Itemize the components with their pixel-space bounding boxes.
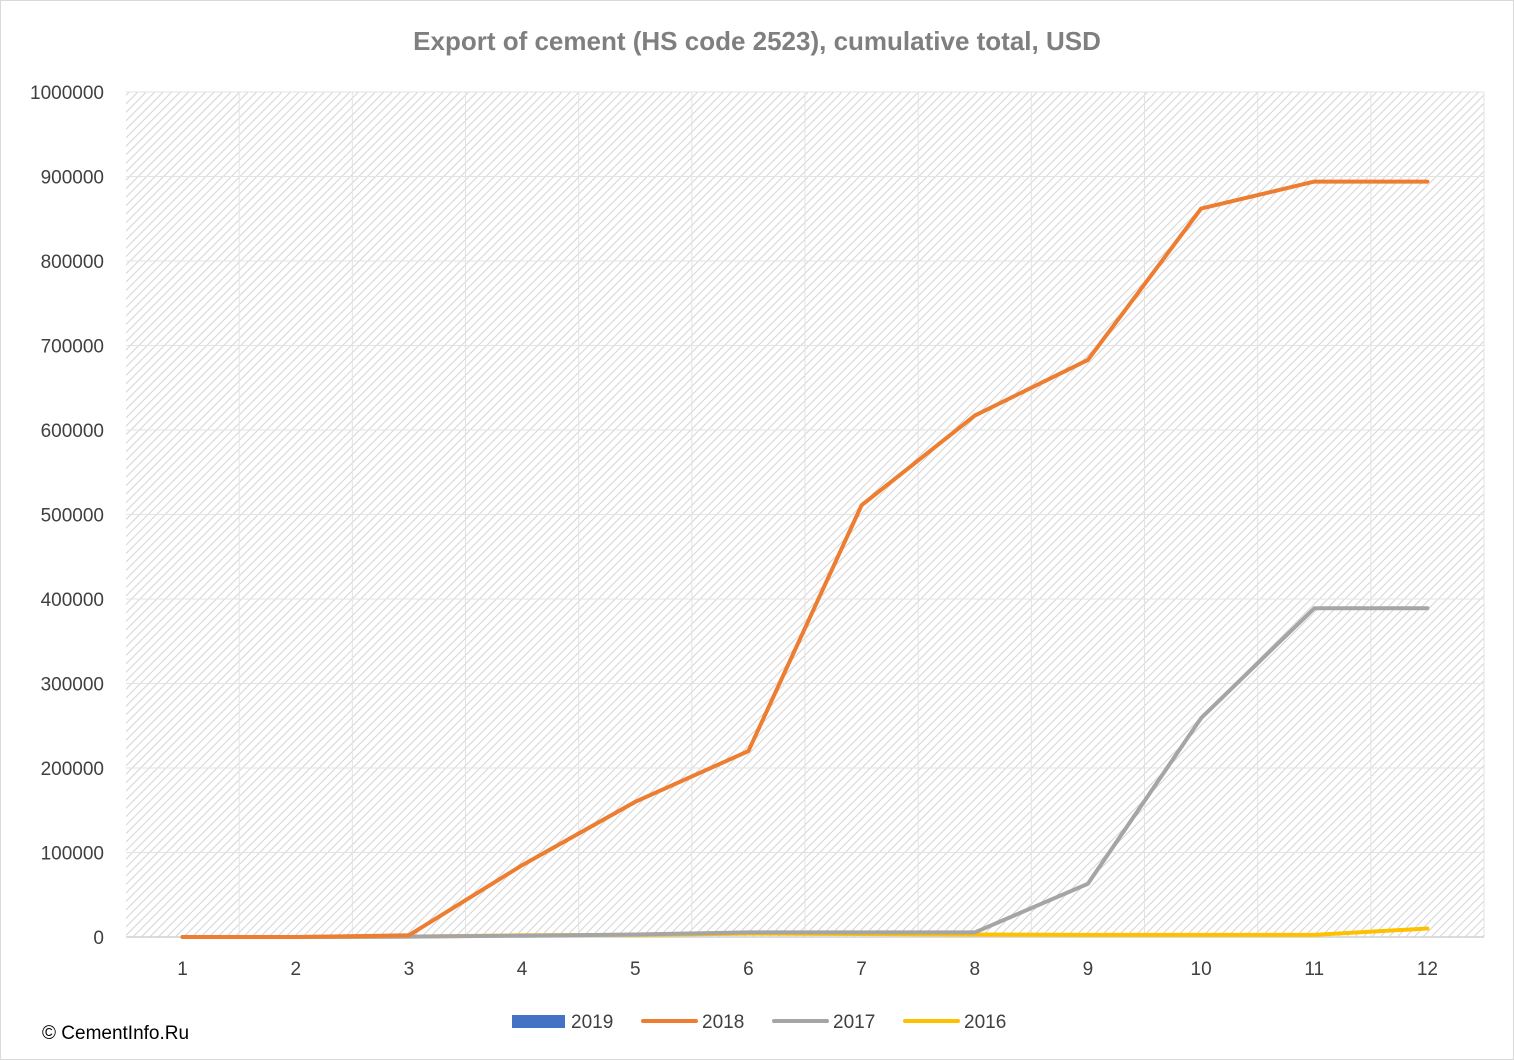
y-tick-label: 500000 [41, 506, 104, 527]
x-tick-label: 12 [1417, 959, 1438, 980]
y-tick-label: 200000 [41, 759, 104, 780]
series-line-2018 [180, 179, 1430, 939]
axes: 0 100000 200000 300000 400000 500000 600000 700… [30, 83, 1484, 980]
legend-label: 2016 [964, 1012, 1006, 1033]
x-tick-label: 1 [177, 959, 188, 980]
gridlines [126, 91, 1485, 937]
y-tick-label: 300000 [41, 675, 104, 696]
x-tick-label: 3 [404, 959, 415, 980]
y-tick-label: 100000 [41, 844, 104, 865]
legend-item-2018: 2018 [641, 1012, 744, 1033]
x-tick-label: 4 [517, 959, 528, 980]
x-tick-label: 10 [1191, 959, 1212, 980]
series-lines [180, 179, 1430, 939]
x-tick-label: 2 [290, 959, 301, 980]
y-tick-label: 1000000 [30, 83, 104, 104]
x-tick-label: 7 [856, 959, 867, 980]
x-tick-label: 11 [1304, 959, 1324, 980]
y-tick-label: 700000 [41, 337, 104, 358]
legend-label: 2017 [833, 1012, 875, 1033]
legend-swatch [512, 1015, 565, 1028]
legend-item-2019: 2019 [512, 1012, 613, 1033]
y-tick-label: 400000 [41, 590, 104, 611]
y-tick-label: 600000 [41, 421, 104, 442]
legend-label: 2018 [702, 1012, 744, 1033]
x-tick-label: 6 [743, 959, 754, 980]
legend-item-2016: 2016 [903, 1012, 1006, 1033]
x-tick-label: 5 [630, 959, 641, 980]
copyright-annotation: © CementInfo.Ru [42, 1023, 189, 1044]
legend-item-2017: 2017 [772, 1012, 875, 1033]
y-tick-label: 900000 [41, 168, 104, 189]
legend: 2019 2018 2017 2016 [512, 1012, 1006, 1033]
y-tick-label: 800000 [41, 252, 104, 273]
chart-title: Export of cement (HS code 2523), cumulat… [413, 26, 1101, 56]
legend-label: 2019 [571, 1012, 613, 1033]
y-tick-label: 0 [93, 928, 104, 949]
x-tick-label: 9 [1083, 959, 1094, 980]
x-tick-label: 8 [969, 959, 980, 980]
